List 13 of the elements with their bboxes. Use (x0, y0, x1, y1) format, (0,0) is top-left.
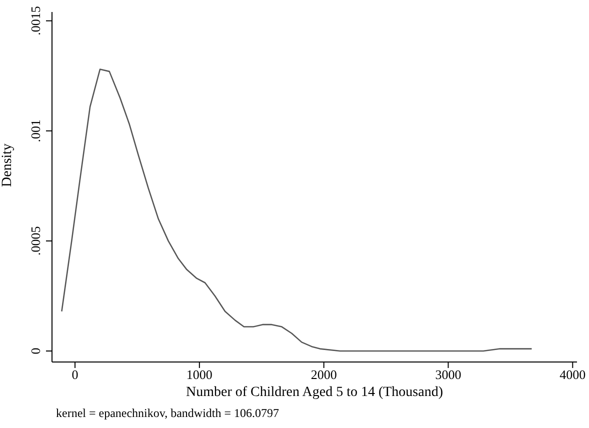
y-tick-label: 0 (28, 348, 43, 354)
y-tick-label: .001 (28, 119, 43, 142)
y-axis-title: Density (0, 143, 15, 187)
text: kernel = epanechnikov, bandwidth = 106.0797 (56, 406, 280, 421)
x-tick-label: 2000 (310, 367, 337, 382)
y-tick-label: .0005 (28, 226, 43, 256)
x-axis-title: Number of Children Aged 5 to 14 (Thousand) (184, 385, 444, 401)
x-tick-label: 0 (72, 367, 78, 382)
x-tick-label: 1000 (186, 367, 212, 382)
y-tick-label: .0015 (28, 6, 43, 36)
line-series (61, 68, 532, 352)
x-tick-label: 3000 (435, 367, 462, 382)
x-tick-label: 4000 (560, 367, 586, 382)
